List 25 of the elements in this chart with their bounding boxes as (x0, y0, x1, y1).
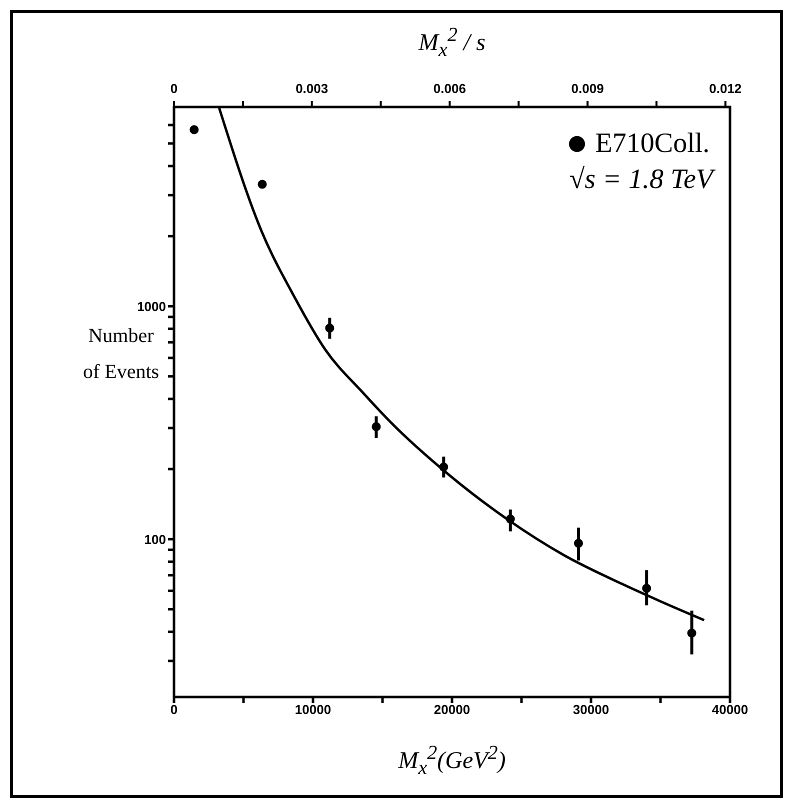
point (574, 538, 584, 548)
x-tick-label: 40000 (712, 702, 748, 718)
point (325, 324, 334, 333)
x-tick-label: 30000 (572, 702, 610, 718)
x2-tick-label: 0.009 (571, 81, 604, 96)
point (372, 422, 381, 432)
point (506, 514, 515, 524)
x-axis-title: M$_{x}$$^{2}$(GeV$^{2}$) (397, 742, 507, 780)
point (190, 125, 199, 134)
x2-axis-title: M$_{x}$$^{2}$ / s (417, 24, 486, 62)
x2-tick-label: 0.003 (296, 81, 328, 96)
point (439, 462, 448, 472)
x2-tick-label: 0 (170, 81, 178, 96)
legend-label: E710Coll. (595, 128, 710, 160)
y-tick-label: 1000 (137, 298, 166, 314)
x2-tick-label: 0.006 (433, 81, 466, 96)
point (258, 180, 267, 189)
x-tick-label: 10000 (294, 702, 332, 718)
y-axis-title: Number of Events (82, 324, 160, 385)
x2-tick-label: 0.012 (709, 81, 742, 96)
point (642, 584, 652, 593)
y-tick-label: 100 (144, 532, 166, 547)
x-tick-label: 20000 (434, 702, 470, 718)
point (687, 628, 696, 638)
x-tick-label: 0 (170, 702, 178, 718)
